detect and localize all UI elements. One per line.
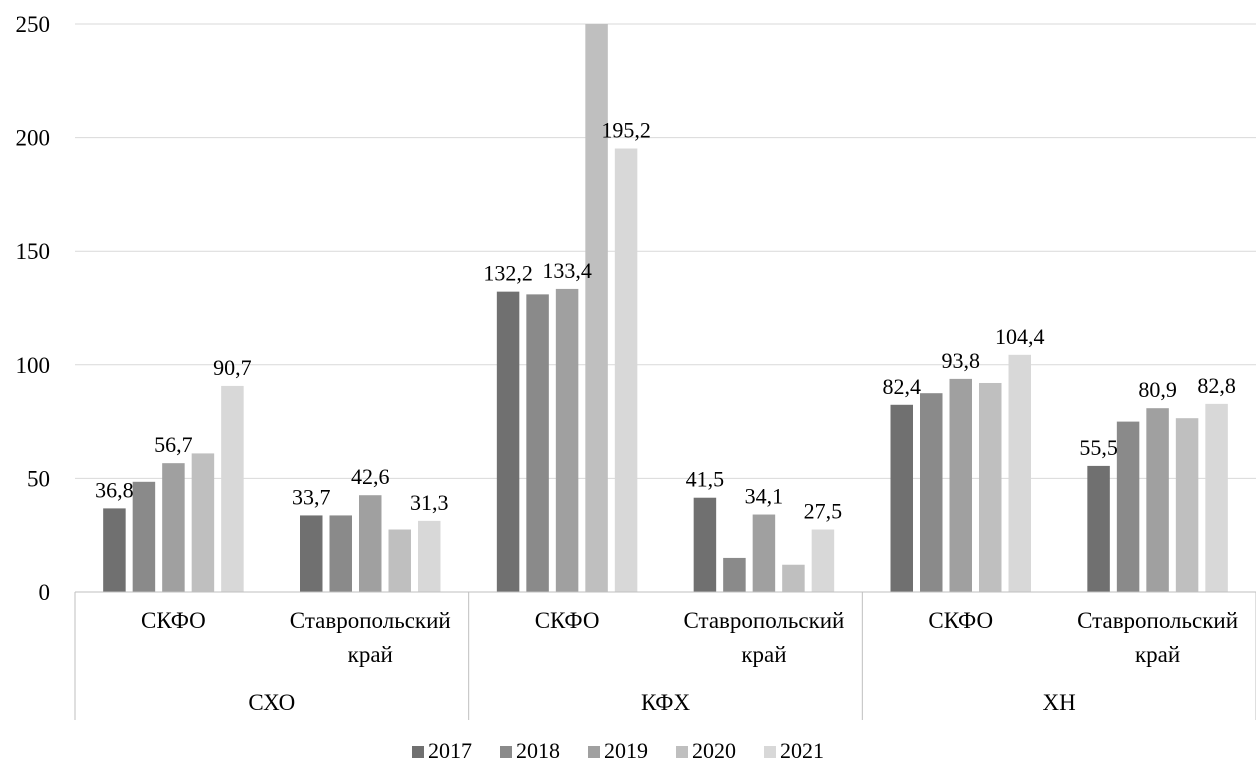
bar (1008, 354, 1031, 592)
y-tick-label: 0 (39, 580, 51, 605)
data-label: 195,2 (601, 118, 651, 143)
y-tick-label: 50 (27, 466, 50, 491)
bar (693, 497, 717, 592)
bar (1175, 418, 1199, 592)
data-label: 82,8 (1197, 373, 1236, 398)
data-label: 104,4 (995, 324, 1045, 349)
data-label: 27,5 (804, 499, 843, 524)
bar (1116, 421, 1140, 592)
group-label: ХН (1043, 690, 1076, 715)
x-category-label: Ставропольский (1077, 608, 1238, 633)
group-label: СХО (248, 690, 295, 715)
legend-label: 2019 (604, 738, 648, 763)
data-label: 93,8 (942, 348, 981, 373)
bar (300, 515, 323, 592)
legend-label: 2018 (516, 738, 560, 763)
legend-label: 2021 (780, 738, 824, 763)
x-category-label: край (348, 642, 393, 667)
legend-swatch (764, 746, 776, 758)
bar (132, 481, 156, 592)
legend-swatch (676, 746, 688, 758)
data-label: 90,7 (213, 355, 252, 380)
data-label: 41,5 (686, 467, 725, 492)
bar (388, 529, 411, 592)
y-tick-label: 200 (16, 126, 51, 151)
bar (723, 557, 746, 592)
x-category-label: край (1135, 642, 1180, 667)
gridlines (75, 23, 1256, 593)
bar (103, 508, 126, 592)
x-axis: СХО СКФО Ставропольский край КФХ СКФО Ставропо… (74, 591, 1256, 720)
y-tick-label: 100 (16, 353, 51, 378)
bar (162, 463, 185, 592)
legend-label: 2020 (692, 738, 736, 763)
bar (191, 453, 215, 592)
data-label: 31,3 (410, 490, 449, 515)
y-axis-ticks: 0 50 100 150 200 250 (16, 12, 51, 605)
bar (979, 382, 1002, 592)
data-label: 34,1 (745, 484, 784, 509)
y-tick-label: 250 (16, 12, 51, 37)
bar (811, 529, 835, 592)
bar (496, 291, 520, 592)
bar (949, 378, 972, 592)
bar (890, 404, 913, 592)
bars (103, 24, 1228, 592)
x-category-label: Ставропольский (290, 608, 451, 633)
data-label: 55,5 (1079, 435, 1118, 460)
bar (418, 520, 441, 592)
bar (614, 148, 638, 592)
legend-swatch (588, 746, 600, 758)
legend-swatch (412, 746, 424, 758)
x-category-label: СКФО (928, 608, 993, 633)
bar (555, 288, 579, 592)
bar (1146, 408, 1169, 592)
bar (782, 564, 805, 592)
x-category-label: СКФО (141, 608, 206, 633)
legend: 2017 2018 2019 2020 2021 (412, 738, 824, 763)
data-label: 33,7 (292, 484, 331, 509)
x-category-label: Ставропольский (683, 608, 844, 633)
data-label: 36,8 (95, 477, 134, 502)
data-label: 82,4 (883, 374, 922, 399)
bar (1205, 403, 1228, 592)
bar (359, 495, 382, 592)
bar (752, 514, 776, 592)
y-tick-label: 150 (16, 239, 51, 264)
bar (920, 393, 943, 592)
data-labels: 36,8 33,7 132,2 41,5 82,4 55,5 56,7 42,6 133,4 34… (95, 118, 1236, 524)
data-label: 132,2 (483, 261, 533, 286)
x-category-label: край (741, 642, 786, 667)
bar (329, 515, 352, 592)
legend-swatch (500, 746, 512, 758)
data-label: 56,7 (154, 432, 193, 457)
bar (1087, 465, 1110, 592)
bar (526, 294, 549, 592)
x-category-label: СКФО (535, 608, 600, 633)
legend-label: 2017 (428, 738, 472, 763)
group-label: КФХ (641, 690, 691, 715)
bar (585, 24, 608, 592)
data-label: 80,9 (1138, 377, 1177, 402)
bar (221, 385, 244, 592)
data-label: 133,4 (542, 258, 592, 283)
data-label: 42,6 (351, 464, 390, 489)
